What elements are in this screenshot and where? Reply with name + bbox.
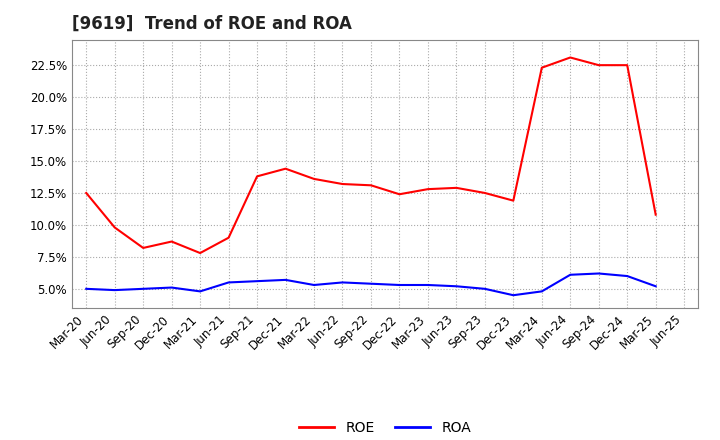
Text: [9619]  Trend of ROE and ROA: [9619] Trend of ROE and ROA xyxy=(72,15,352,33)
Legend: ROE, ROA: ROE, ROA xyxy=(294,415,477,440)
